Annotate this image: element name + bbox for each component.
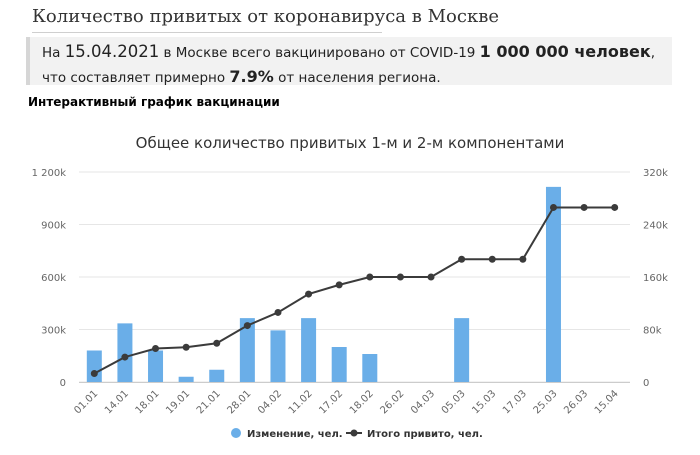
x-axis-tick-label: 15.04 [593,388,621,416]
line-point [335,281,343,289]
right-axis-tick-label: 0 [643,378,649,389]
page-title: Количество привитых от коронавируса в Мо… [32,6,499,33]
x-axis-tick-label: 01.01 [72,388,100,416]
line-point [549,203,557,211]
summary-text-2: в Москве всего вакцинировано от COVID-19 [159,45,480,61]
x-axis-tick-label: 26.03 [562,388,590,416]
x-axis-tick-label: 11.02 [287,388,315,416]
right-axis-tick-label: 80k [643,326,662,337]
bar [454,318,470,382]
line-point [427,273,435,281]
legend-bar-swatch [231,428,241,438]
line-point [519,255,527,263]
x-axis-tick-label: 05.03 [440,388,468,416]
x-axis-tick-label: 28.01 [225,388,253,416]
bar [239,318,255,382]
bar [86,350,102,382]
left-axis-tick-label: 0 [60,378,66,389]
left-axis-tick-label: 300k [41,326,66,337]
bar [362,354,378,382]
right-axis-tick-label: 240k [643,221,668,232]
legend-line-marker [350,429,358,437]
legend-bar-label: Изменение, чел. [247,429,343,440]
x-axis-tick-label: 21.01 [195,388,223,416]
summary-text-1: На [42,45,65,61]
line-point [213,339,221,347]
x-axis-tick-label: 26.02 [379,388,407,416]
legend-line-label: Итого привито, чел. [367,429,483,440]
left-axis-tick-label: 900k [41,221,66,232]
vaccination-chart[interactable]: Общее количество привитых 1-м и 2-м комп… [0,118,700,455]
bar [178,376,194,382]
chart-title: Общее количество привитых 1-м и 2-м комп… [136,134,565,152]
x-axis-tick-label: 18.02 [348,388,376,416]
x-axis-tick-label: 04.03 [409,388,437,416]
line-point [396,273,404,281]
bar [209,369,225,382]
x-axis-tick-label: 14.01 [103,388,131,416]
line-point [90,369,98,377]
line-point [366,273,374,281]
line-point [152,345,160,353]
summary-percent: 7.9% [229,67,274,86]
x-axis-tick-label: 17.02 [317,388,345,416]
total-line [93,206,615,375]
bar [270,330,286,382]
line-point [611,203,619,211]
x-axis-tick-label: 18.01 [134,388,162,416]
x-axis-tick-label: 17.03 [501,388,529,416]
line-point [121,353,129,361]
line-point [182,343,190,351]
summary-text-3: , что составляет примерно [42,45,655,86]
bar [545,186,561,382]
line-point [458,255,466,263]
right-axis-tick-label: 160k [643,273,668,284]
line-point [274,308,282,316]
line-point [243,322,251,330]
x-axis-tick-label: 04.02 [256,388,284,416]
summary-date: 15.04.2021 [64,42,160,61]
line-point [305,290,313,298]
right-axis-tick-label: 320k [643,168,668,179]
summary-box: На 15.04.2021 в Москве всего вакцинирова… [26,37,672,86]
line-point [488,255,496,263]
left-axis-tick-label: 1 200k [32,168,67,179]
x-axis-tick-label: 25.03 [532,388,560,416]
section-heading: Интерактивный график вакцинации [28,95,280,109]
summary-text-4: от населения региона. [273,70,441,86]
x-axis-tick-label: 19.01 [164,388,192,416]
summary-count: 1 000 000 человек [479,42,651,61]
left-axis-tick-label: 600k [41,273,66,284]
line-point [580,203,588,211]
bar [117,323,133,382]
x-axis-tick-label: 15.03 [470,388,498,416]
bar [331,347,347,382]
bar [148,350,164,382]
bar [301,318,317,382]
